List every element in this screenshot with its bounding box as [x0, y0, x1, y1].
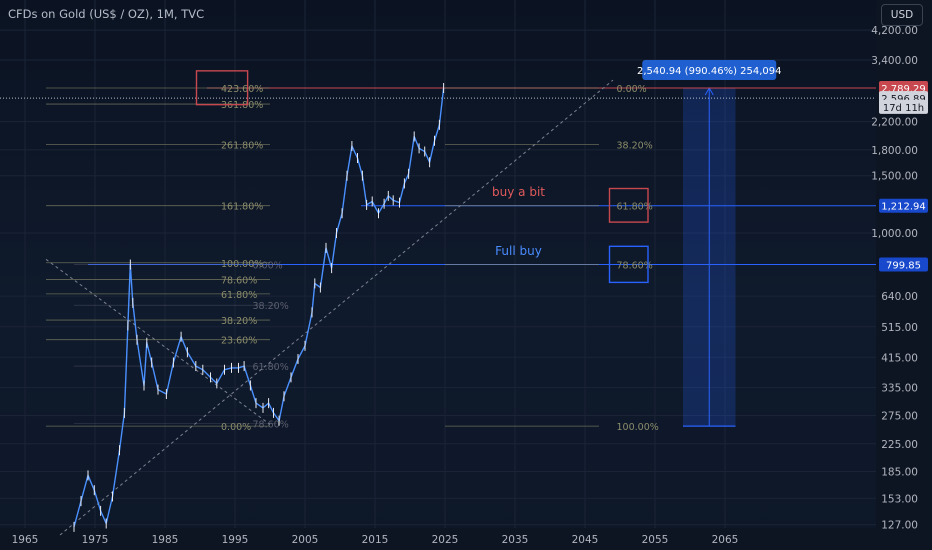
y-tick-label: 1,000.00 — [871, 228, 918, 240]
fib-right-label: 100.00% — [617, 422, 659, 433]
fib-ext-label: 161.80% — [221, 202, 263, 213]
trend-line — [45, 258, 271, 425]
fib-inner-label: 38.20% — [253, 301, 289, 312]
price-label: 17d 11h — [883, 103, 924, 114]
fib-retracement-inner: 0.00%38.20%61.80%78.60% — [74, 261, 289, 430]
currency-button[interactable]: USD — [881, 4, 923, 26]
fib-inner-label: 78.60% — [253, 419, 289, 430]
y-tick-label: 153.00 — [881, 493, 918, 505]
annotation-label: buy a bit — [492, 185, 545, 199]
fib-ext-label: 61.80% — [221, 290, 257, 301]
price-label: 799.85 — [886, 261, 921, 272]
y-tick-label: 4,200.00 — [871, 25, 918, 37]
x-tick-label: 2015 — [362, 534, 389, 546]
fib-extension-left: 423.60%361.80%261.80%161.80%100.00%78.60… — [46, 84, 270, 433]
y-tick-label: 640.00 — [881, 291, 918, 303]
fib-right-label: 61.80% — [617, 202, 653, 213]
symbol-title: CFDs on Gold (US$ / OZ), 1M, TVC — [8, 7, 205, 21]
measure-label-bg — [642, 60, 777, 81]
price-label: 2,596.89 — [881, 94, 926, 105]
trend-line — [59, 79, 614, 536]
fib-right-label: 78.60% — [617, 261, 653, 272]
highlight-box — [608, 187, 649, 223]
x-tick-label: 2035 — [502, 534, 529, 546]
y-tick-label: 225.00 — [881, 439, 918, 451]
measure-label: 2,540.94 (990.46%) 254,094 — [637, 66, 782, 77]
x-tick-label: 1985 — [152, 534, 179, 546]
y-tick-label: 275.00 — [881, 410, 918, 422]
x-tick-label: 2025 — [432, 534, 459, 546]
fib-ext-label: 0.00% — [221, 422, 251, 433]
fib-retracement-right: 0.00% 38.20% 61.80% 78.60% 100.00% — [445, 84, 659, 433]
highlight-box — [195, 70, 249, 106]
y-tick-label: 2,200.00 — [871, 117, 918, 129]
y-tick-label: 515.00 — [881, 322, 918, 334]
fib-ext-label: 78.60% — [221, 275, 257, 286]
fib-ext-label: 261.80% — [221, 141, 263, 152]
fib-right-label: 38.20% — [617, 141, 653, 152]
price-label: 2,789.29 — [881, 84, 926, 95]
annotation-label: Full buy — [495, 244, 542, 258]
time-axis-bg — [0, 528, 932, 550]
y-tick-label: 415.00 — [881, 352, 918, 364]
y-tick-label: 335.00 — [881, 383, 918, 395]
x-tick-label: 2065 — [712, 534, 739, 546]
price-label-bg — [879, 257, 928, 272]
x-tick-label: 2045 — [572, 534, 599, 546]
fib-inner-label: 61.80% — [253, 362, 289, 373]
price-label-bg — [879, 99, 928, 114]
grid — [0, 0, 876, 528]
y-tick-label: 3,400.00 — [871, 55, 918, 67]
x-tick-label: 1975 — [82, 534, 109, 546]
price-label-bg — [879, 198, 928, 213]
fib-inner-label: 0.00% — [253, 261, 283, 272]
y-tick-label: 185.00 — [881, 466, 918, 478]
x-tick-label: 1965 — [12, 534, 39, 546]
fib-ext-label: 361.80% — [221, 100, 263, 111]
price-series-line — [73, 87, 445, 528]
y-tick-label: 1,800.00 — [871, 145, 918, 157]
y-tick-label: 1,500.00 — [871, 171, 918, 183]
fib-ext-label: 423.60% — [221, 84, 263, 95]
y-tick-label: 127.00 — [881, 520, 918, 532]
x-tick-label: 2055 — [642, 534, 669, 546]
x-tick-label: 2005 — [292, 534, 319, 546]
highlight-box — [608, 245, 649, 284]
fib-ext-label: 38.20% — [221, 316, 257, 327]
fib-ext-label: 23.60% — [221, 336, 257, 347]
x-tick-label: 1995 — [222, 534, 249, 546]
price-label: 1,212.94 — [881, 202, 926, 213]
fib-right-label: 0.00% — [617, 84, 647, 95]
